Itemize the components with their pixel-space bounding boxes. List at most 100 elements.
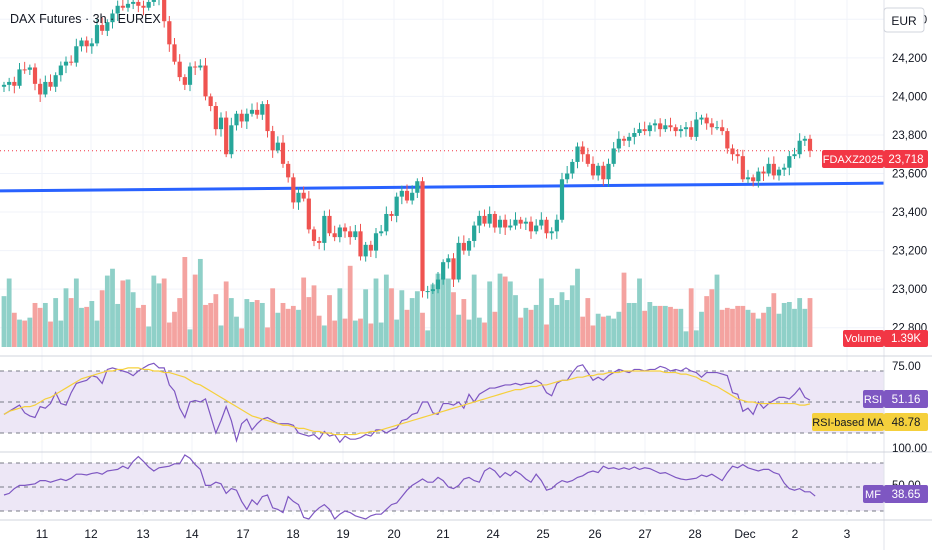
volume-value: 1.39K — [891, 333, 921, 345]
candle-body — [58, 65, 63, 76]
last-price-bg — [884, 150, 928, 168]
candle-body — [487, 213, 492, 224]
volume-bar — [476, 317, 482, 347]
candle-body — [342, 227, 348, 232]
candle-body — [218, 117, 224, 130]
candle-body — [554, 219, 559, 232]
mf-title-bg — [863, 485, 884, 503]
candle-body — [22, 69, 27, 71]
x-tick-label: 24 — [486, 527, 500, 541]
candle-body — [404, 190, 410, 201]
rsi-ma-line — [3, 367, 811, 436]
volume-bar — [265, 327, 270, 347]
volume-bar — [766, 306, 772, 347]
volume-bar — [487, 281, 493, 347]
candle-body — [761, 171, 766, 174]
volume-bar — [482, 322, 487, 347]
volume-bar — [1, 296, 7, 347]
candle-body — [244, 113, 249, 122]
volume-bar — [321, 325, 327, 347]
volume-bar — [172, 311, 177, 347]
candle-body — [771, 163, 776, 176]
candle-body — [456, 242, 461, 280]
candle-body — [518, 219, 523, 224]
volume-bar — [507, 281, 513, 347]
candle-body — [373, 233, 379, 251]
volume-bar — [94, 320, 100, 347]
volume-bar — [456, 314, 462, 347]
candle-body — [580, 146, 585, 155]
candle-body — [291, 177, 296, 203]
currency-box[interactable] — [883, 7, 925, 33]
candle-body — [673, 127, 678, 132]
candle-body — [311, 229, 317, 241]
volume-bar — [802, 308, 808, 347]
volume-bar — [311, 285, 317, 347]
candle-body — [146, 1, 151, 8]
volume-bar — [84, 306, 90, 347]
volume-bar — [32, 302, 38, 347]
volume-bar — [327, 295, 332, 347]
volume-bar — [807, 298, 813, 347]
x-tick-label: 3 — [844, 527, 851, 541]
x-tick-label: Dec — [734, 527, 755, 541]
candle-body — [534, 225, 539, 232]
x-tick-label: 14 — [185, 527, 199, 541]
candle-body — [745, 177, 751, 180]
volume-bar — [657, 305, 663, 347]
volume-bar — [296, 309, 301, 347]
volume-bar — [53, 298, 59, 347]
candle-body — [270, 131, 275, 151]
candle-body — [1, 84, 7, 87]
candle-body — [131, 1, 136, 4]
mf-title: MF — [865, 489, 881, 501]
volume-bar — [280, 302, 286, 347]
candle-body — [399, 190, 404, 197]
candle-body — [296, 192, 301, 203]
candle-body — [430, 289, 435, 292]
candle-body — [151, 0, 156, 2]
chart-title: DAX Futures · 3h · EUREX — [10, 12, 161, 26]
volume-bar — [58, 320, 64, 347]
volume-bar — [730, 308, 735, 347]
volume-bar — [249, 302, 255, 347]
candle-body — [249, 109, 255, 114]
candle-body — [575, 146, 580, 162]
volume-bar — [590, 325, 596, 347]
volume-bar — [538, 278, 544, 347]
candle-body — [368, 244, 373, 251]
volume-bar — [239, 328, 245, 347]
candle-body — [472, 225, 477, 241]
volume-bar — [104, 275, 110, 347]
volume-bar — [316, 315, 322, 347]
volume-bar — [647, 302, 653, 347]
candle-body — [322, 215, 327, 243]
volume-bar — [399, 290, 405, 347]
candle-body — [446, 258, 451, 263]
candle-body — [379, 231, 384, 234]
volume-bar — [223, 281, 229, 347]
candle-body — [229, 125, 234, 155]
candle-body — [182, 77, 187, 85]
candle-body — [549, 231, 554, 234]
volume-bar — [352, 320, 358, 347]
candle-body — [508, 225, 513, 228]
candle-body — [224, 117, 229, 155]
volume-bar — [208, 302, 214, 347]
volume-bar — [394, 319, 400, 347]
candle-body — [63, 61, 69, 66]
candle-body — [177, 61, 182, 78]
volume-bar — [699, 311, 704, 347]
volume-bar — [141, 304, 146, 347]
volume-bar — [420, 312, 425, 347]
candle-body — [539, 219, 544, 226]
candle-body — [286, 163, 291, 178]
volume-bar — [275, 312, 281, 347]
volume-bar — [554, 304, 560, 347]
y-tick-label: 24,200 — [892, 53, 927, 65]
candle-body — [162, 0, 167, 22]
volume-bar — [389, 288, 394, 347]
volume-bar — [642, 310, 648, 347]
currency-label: EUR — [891, 14, 917, 28]
